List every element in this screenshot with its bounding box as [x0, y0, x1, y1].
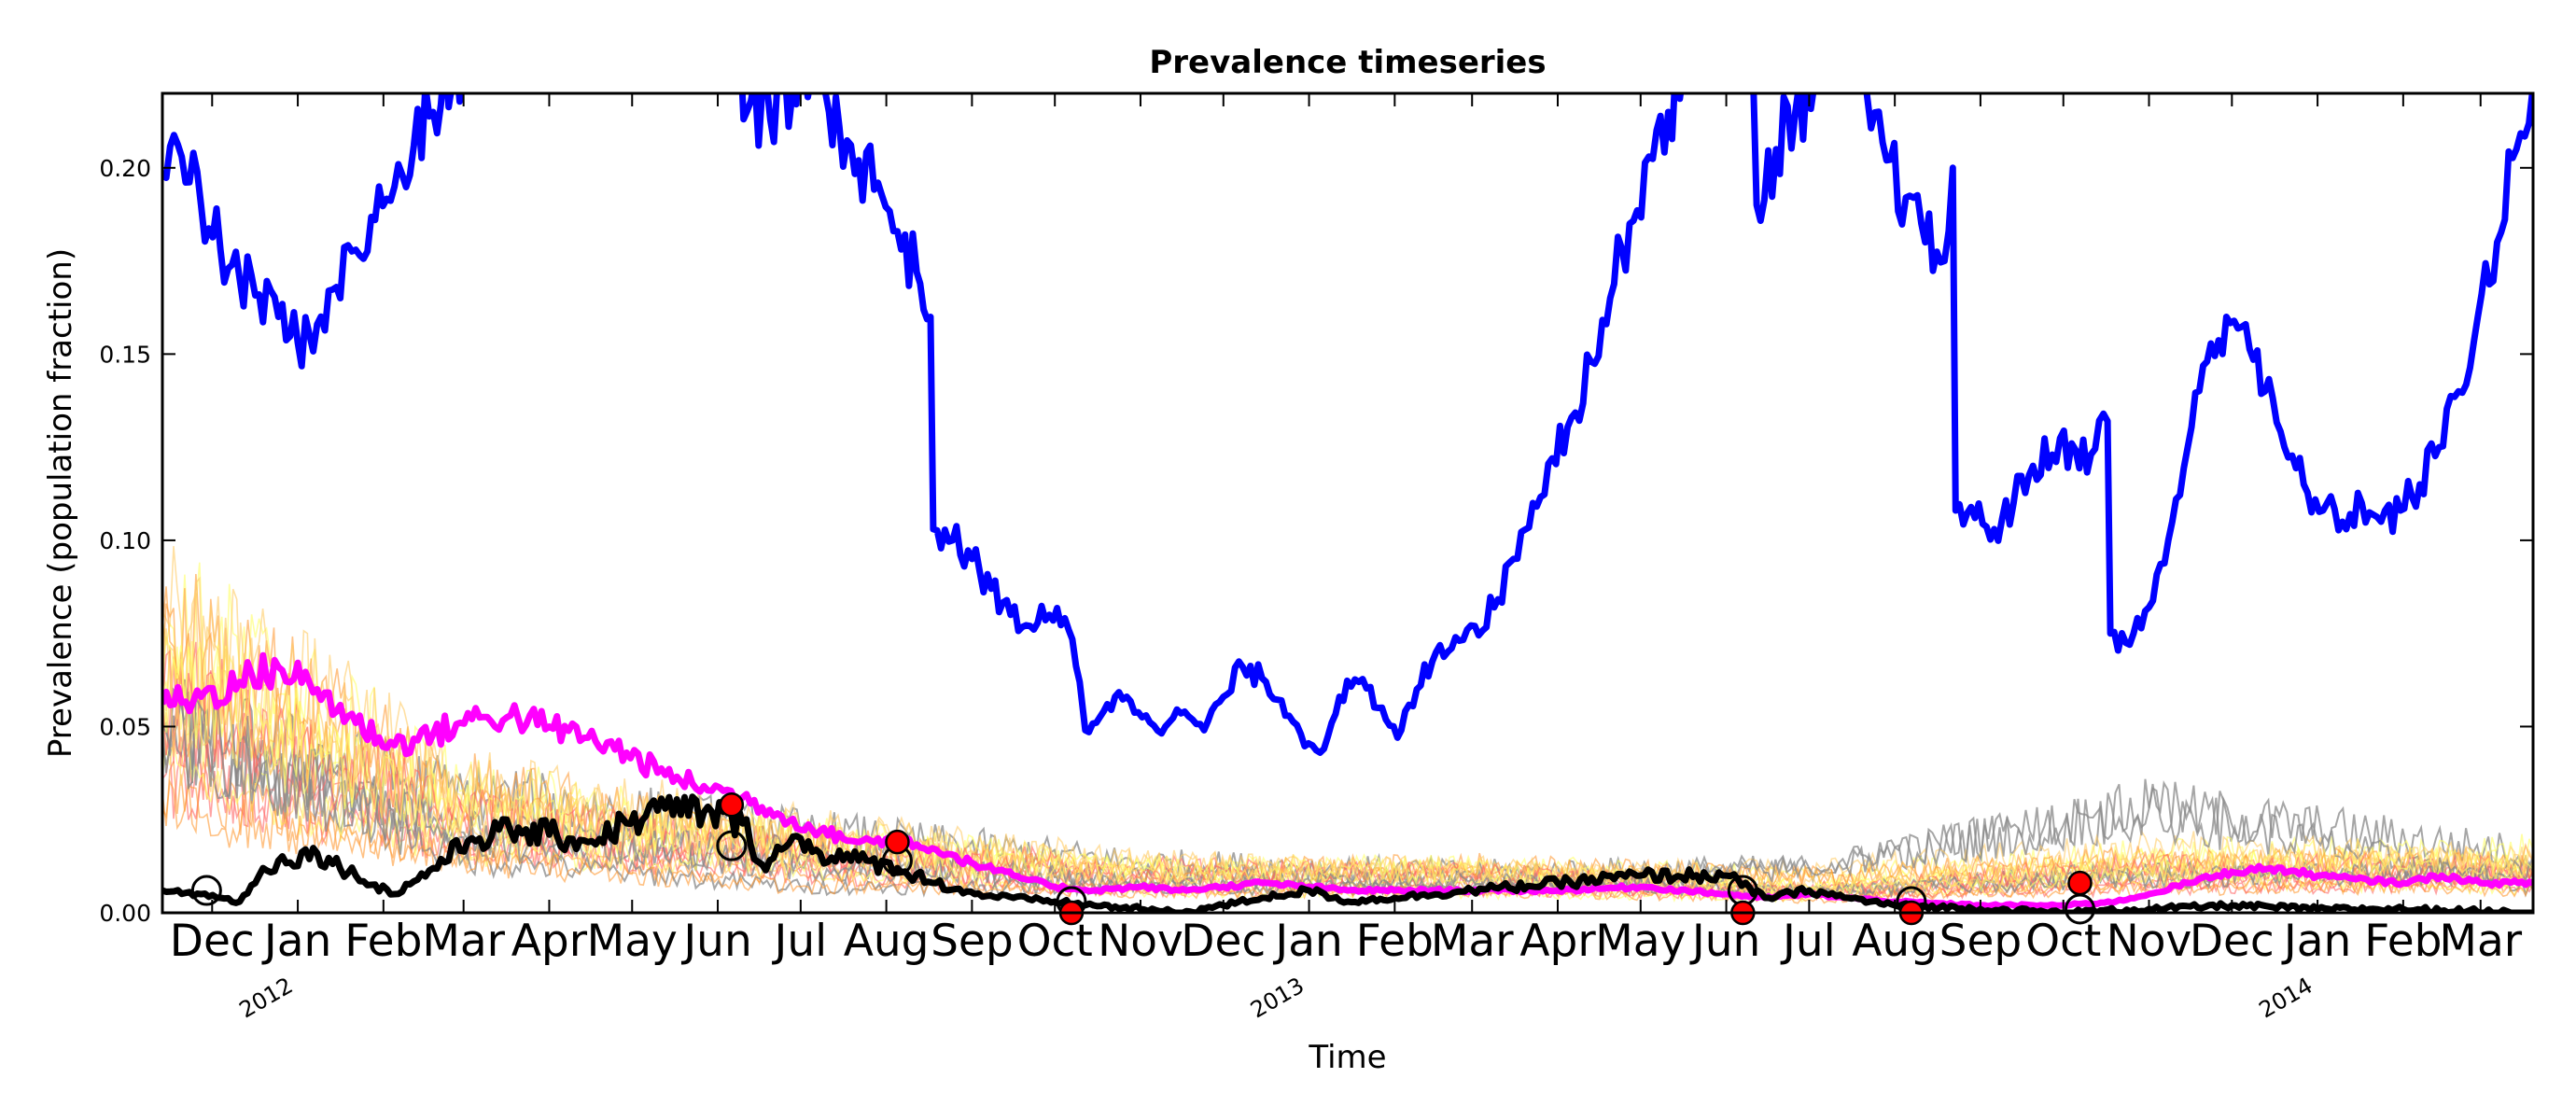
x-tick-label: Oct	[2025, 916, 2101, 967]
x-tick-label: Dec	[170, 916, 255, 967]
x-tick-label: Sep	[1939, 916, 2023, 967]
y-tick-label: 0.20	[99, 155, 151, 182]
x-tick-label: May	[1595, 916, 1686, 967]
plot-frame	[161, 91, 2535, 915]
y-tick-label: 0.10	[99, 527, 151, 554]
x-tick-label: Jan	[261, 916, 331, 967]
x-tick-label: Mar	[2439, 916, 2522, 967]
series-black-line	[162, 793, 2533, 913]
x-tick-label: Mar	[1431, 916, 1514, 967]
x-tick-label: Feb	[2364, 916, 2442, 967]
x-tick-label: Feb	[344, 916, 422, 967]
y-tick-label: 0.00	[99, 900, 151, 927]
x-tick-label: Aug	[1852, 916, 1938, 967]
x-tick-label: May	[587, 916, 678, 967]
x-tick-label: Feb	[1356, 916, 1434, 967]
open-circle-marker	[716, 830, 748, 861]
x-tick-label: Oct	[1017, 916, 1093, 967]
background-trajectory	[162, 628, 2533, 895]
x-tick-label: Nov	[2107, 916, 2192, 967]
series-magenta-line	[162, 651, 2533, 910]
x-tick-label: Dec	[1181, 916, 1266, 967]
y-tick-label: 0.05	[99, 713, 151, 740]
x-tick-label: Jul	[771, 916, 827, 967]
x-tick-label: Apr	[511, 916, 588, 967]
x-tick-label: Nov	[1098, 916, 1183, 967]
background-trajectory	[162, 691, 2533, 899]
x-tick-label: Jul	[1780, 916, 1836, 967]
red-event-marker	[719, 792, 745, 818]
x-axis-label: Time	[1308, 1039, 1386, 1076]
x-tick-label: Dec	[2190, 916, 2275, 967]
x-tick-label: Jun	[1689, 916, 1760, 967]
series-blue-line	[162, 93, 2533, 756]
x-tick-label: Jan	[1272, 916, 1342, 967]
x-tick-label: Sep	[931, 916, 1014, 967]
x-tick-label: Apr	[1519, 916, 1596, 967]
x-tick-label: Jun	[680, 916, 751, 967]
red-event-marker	[2067, 870, 2093, 896]
chart-title: Prevalence timeseries	[1149, 44, 1546, 81]
x-tick-label: Jan	[2281, 916, 2351, 967]
y-axis-label: Prevalence (population fraction)	[42, 248, 79, 758]
red-event-marker	[885, 829, 910, 855]
x-tick-label: Aug	[844, 916, 930, 967]
main-series	[162, 93, 2533, 913]
x-tick-label: Mar	[422, 916, 505, 967]
background-trajectories	[162, 546, 2533, 904]
open-circle-marker	[190, 875, 222, 906]
y-tick-label: 0.15	[99, 341, 151, 368]
